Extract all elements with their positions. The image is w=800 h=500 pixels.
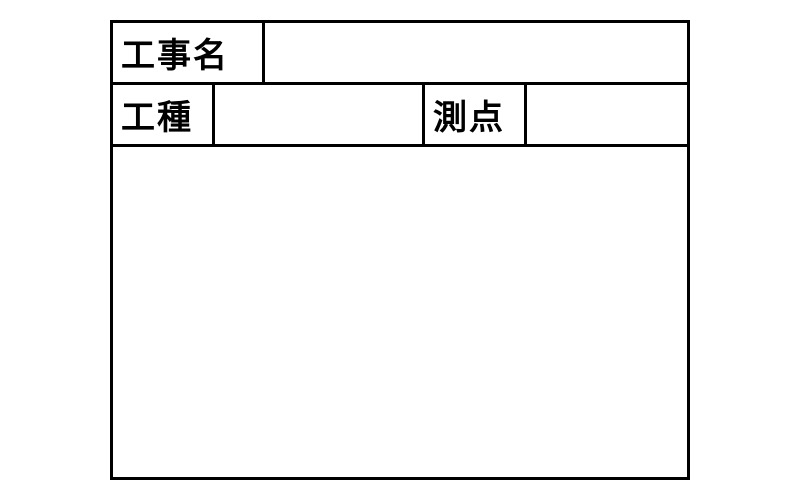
construction-board: 工事名 工種 測点 <box>110 20 690 480</box>
work-type-label-cell: 工種 <box>113 85 215 144</box>
project-name-row: 工事名 <box>113 23 687 85</box>
work-type-label: 工種 <box>121 90 193 139</box>
notes-area[interactable] <box>113 147 687 477</box>
survey-point-label-cell: 測点 <box>425 85 527 144</box>
project-name-label: 工事名 <box>121 28 229 77</box>
project-name-label-cell: 工事名 <box>113 23 265 82</box>
survey-point-value[interactable] <box>527 85 687 144</box>
work-type-value[interactable] <box>215 85 425 144</box>
project-name-value[interactable] <box>265 23 687 82</box>
type-point-row: 工種 測点 <box>113 85 687 147</box>
survey-point-label: 測点 <box>433 90 505 139</box>
